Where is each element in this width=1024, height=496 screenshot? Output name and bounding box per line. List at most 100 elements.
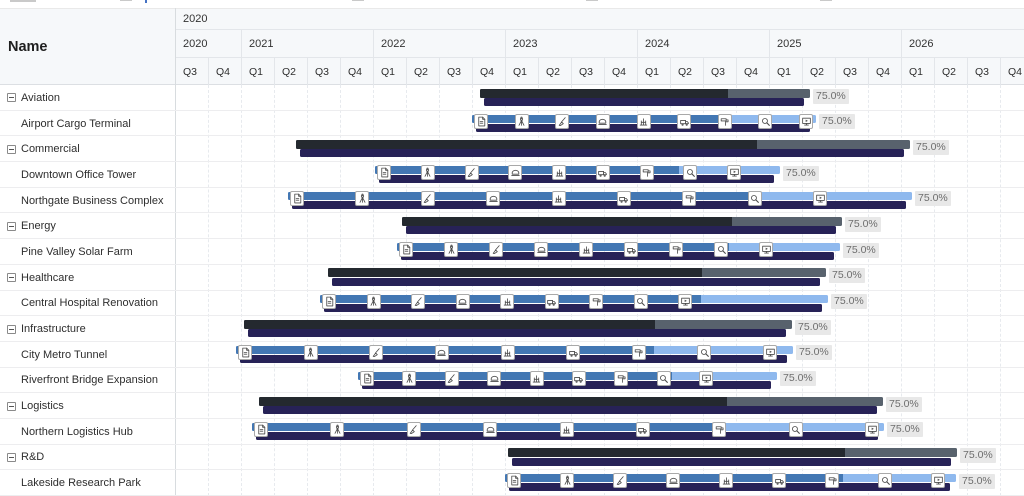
progress-fill	[296, 139, 757, 149]
truck-icon	[571, 370, 586, 386]
quarter-gridline	[505, 85, 506, 496]
taskbar-energy[interactable]	[402, 216, 842, 226]
quarter-header: Q4	[208, 58, 241, 85]
taskbar-northgate-business-complex[interactable]	[288, 191, 912, 200]
paint-roller-icon	[669, 242, 683, 258]
row-label-aviation[interactable]: Aviation	[21, 91, 60, 104]
row-label-northern-logistics-hub[interactable]: Northern Logistics Hub	[21, 425, 133, 438]
row-label-energy[interactable]: Energy	[21, 220, 56, 233]
progress-label: 75.0%	[783, 165, 819, 181]
clipped-ui-fragment	[120, 0, 132, 1]
quarter-gridline	[670, 85, 671, 496]
document-icon	[322, 293, 336, 309]
quarter-gridline	[604, 85, 605, 496]
name-column-header: Name	[0, 8, 175, 85]
timeline-tier-top: 2020	[175, 8, 1024, 30]
baseline-bar	[406, 226, 836, 235]
baseline-bar	[484, 98, 804, 106]
taskbar-healthcare[interactable]	[328, 268, 826, 278]
year-header-2023: 2023	[505, 30, 637, 58]
quarter-gridline	[439, 85, 440, 496]
collapse-icon[interactable]	[7, 452, 16, 462]
year-header-2020: 2020	[175, 30, 241, 58]
row-label-r-d[interactable]: R&D	[21, 451, 45, 464]
paint-roller-icon	[589, 293, 603, 309]
quarter-header: Q3	[571, 58, 604, 85]
row-label-riverfront-bridge-expansion[interactable]: Riverfront Bridge Expansion	[21, 374, 158, 387]
task-row-aviation	[0, 85, 1024, 111]
quarter-header: Q1	[901, 58, 934, 85]
progress-fill	[402, 216, 732, 226]
quarter-gridline	[703, 85, 704, 496]
handover-monitor-icon	[699, 370, 713, 386]
row-label-pine-valley-solar-farm[interactable]: Pine Valley Solar Farm	[21, 245, 133, 258]
survey-tripod-icon	[420, 165, 435, 181]
handover-monitor-icon	[759, 242, 773, 258]
inspection-magnifier-icon	[633, 293, 648, 309]
handover-monitor-icon	[799, 113, 813, 129]
taskbar-downtown-office-tower[interactable]	[375, 166, 780, 175]
taskbar-aviation[interactable]	[480, 88, 810, 98]
document-icon	[474, 113, 488, 129]
row-label-central-hospital-renovation[interactable]: Central Hospital Renovation	[21, 297, 158, 310]
row-label-city-metro-tunnel[interactable]: City Metro Tunnel	[21, 348, 108, 361]
collapse-icon[interactable]	[7, 221, 16, 231]
task-row-commercial	[0, 136, 1024, 163]
collapse-icon[interactable]	[7, 324, 16, 334]
document-icon	[238, 344, 252, 360]
quarter-gridline	[406, 85, 407, 496]
quarter-header: Q3	[835, 58, 868, 85]
row-label-lakeside-research-park[interactable]: Lakeside Research Park	[21, 477, 141, 490]
task-row-logistics	[0, 393, 1024, 419]
taskbar-riverfront-bridge-expansion[interactable]	[358, 371, 777, 380]
taskbar-r-d[interactable]	[508, 448, 957, 458]
quarter-header: Q2	[406, 58, 439, 85]
baseline-bar	[401, 252, 834, 261]
row-label-logistics[interactable]: Logistics	[21, 400, 64, 413]
collapse-icon[interactable]	[7, 144, 16, 154]
truck-icon	[595, 165, 610, 181]
grid-header-band	[0, 8, 1024, 85]
quarter-gridline	[571, 85, 572, 496]
row-label-airport-cargo-terminal[interactable]: Airport Cargo Terminal	[21, 117, 131, 130]
document-icon	[254, 421, 268, 437]
taskbar-pine-valley-solar-farm[interactable]	[397, 243, 840, 252]
clipped-ui-fragment	[586, 0, 598, 1]
survey-tripod-icon	[303, 344, 318, 360]
quarter-header: Q1	[637, 58, 670, 85]
quarter-header: Q1	[241, 58, 274, 85]
row-label-healthcare[interactable]: Healthcare	[21, 271, 75, 284]
paint-roller-icon	[631, 344, 646, 360]
taskbar-commercial[interactable]	[296, 139, 910, 149]
document-icon	[377, 165, 391, 181]
truck-icon	[677, 113, 692, 129]
quarter-gridline	[241, 85, 242, 496]
taskbar-central-hospital-renovation[interactable]	[320, 294, 828, 303]
taskbar-logistics[interactable]	[259, 396, 883, 406]
taskbar-infrastructure[interactable]	[244, 319, 792, 329]
quarter-header: Q2	[538, 58, 571, 85]
row-label-downtown-office-tower[interactable]: Downtown Office Tower	[21, 168, 137, 181]
quarter-header: Q3	[439, 58, 472, 85]
collapse-icon[interactable]	[7, 273, 16, 283]
survey-tripod-icon	[402, 370, 417, 386]
survey-tripod-icon	[366, 293, 381, 309]
row-label-commercial[interactable]: Commercial	[21, 143, 80, 156]
quarter-gridline	[1000, 85, 1001, 496]
quarter-header: Q2	[274, 58, 307, 85]
truck-icon	[624, 242, 638, 258]
structure-frame-icon	[579, 242, 593, 258]
quarter-gridline	[901, 85, 902, 496]
collapse-icon[interactable]	[7, 93, 16, 103]
inspection-magnifier-icon	[747, 190, 762, 206]
collapse-icon[interactable]	[7, 401, 16, 411]
progress-fill	[328, 268, 702, 278]
row-label-infrastructure[interactable]: Infrastructure	[21, 323, 86, 336]
progress-label: 75.0%	[780, 371, 816, 387]
quarter-header: Q3	[307, 58, 340, 85]
inspection-magnifier-icon	[878, 473, 892, 489]
quarter-header: Q4	[340, 58, 373, 85]
quarter-gridline	[835, 85, 836, 496]
row-label-northgate-business-complex[interactable]: Northgate Business Complex	[21, 194, 164, 207]
quarter-header: Q4	[604, 58, 637, 85]
